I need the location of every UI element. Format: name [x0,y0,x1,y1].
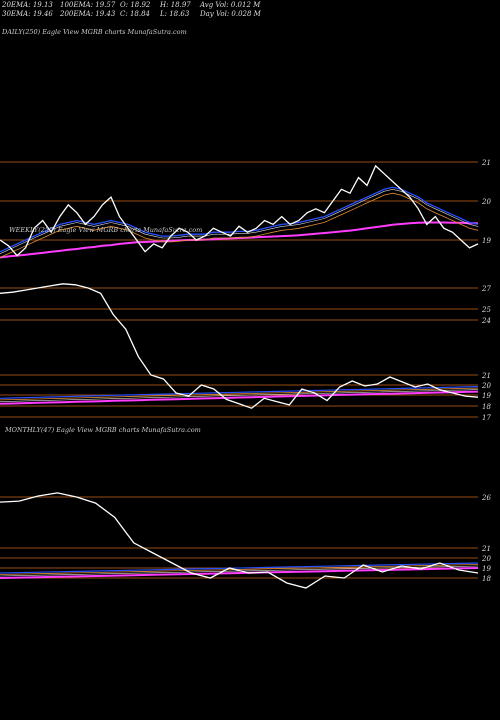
weekly-tick-label: 18 [482,403,491,411]
monthly-price-line [0,492,479,589]
weekly-tick-label: 21 [481,372,491,380]
header-low: L: 18.63 [160,10,190,18]
header-close: C: 18.84 [120,10,150,18]
header-avgvol: Avg Vol: 0.012 M [200,1,261,9]
header-high: H: 18.97 [160,1,191,9]
monthly-tick-label: 19 [482,565,491,573]
weekly-ema-white-line [0,389,479,402]
daily-tick-label: 21 [481,159,491,167]
header-ema20: 20EMA: 19.13 [2,1,53,9]
weekly-tick-label: 24 [481,317,491,325]
weekly-price-line [0,283,479,409]
daily-ema-fast-line [0,186,479,253]
weekly-tick-label: 19 [482,392,491,400]
daily-tick-label: 20 [481,198,491,206]
header-ema200: 200EMA: 19.43 [60,10,116,18]
daily-price-line [0,164,479,257]
monthly-ema-orange-line [0,564,479,575]
daily-ema-orange-line [0,192,479,258]
weekly-ema-slow-line [0,390,479,405]
monthly-panel-label: MONTHLY(47) Eagle View MGRB charts Munaf… [5,426,201,434]
monthly-tick-label: 18 [482,575,491,583]
monthly-ema-slow-line [0,567,479,579]
weekly-ema-fast-line [0,386,479,399]
monthly-tick-label: 21 [481,545,491,553]
weekly-tick-label: 27 [481,285,491,293]
header-ema30: 30EMA: 19.46 [2,10,53,18]
daily-tick-label: 19 [482,237,491,245]
weekly-tick-label: 17 [482,414,491,422]
daily-ema-slow-line [0,221,478,259]
daily-panel-label: DAILY(250) Eagle View MGRB charts Munafa… [2,28,187,36]
header-open: O: 18.92 [120,1,151,9]
weekly-tick-label: 25 [481,306,491,314]
weekly-panel-label: WEEKLY(250) Eagle View MGRB charts Munaf… [9,226,203,234]
header-dayvol: Day Vol: 0.028 M [200,10,261,18]
monthly-tick-label: 26 [481,494,491,502]
weekly-tick-label: 20 [481,382,491,390]
monthly-tick-label: 20 [481,555,491,563]
header-ema100: 100EMA: 19.57 [60,1,116,9]
weekly-ema-orange-line [0,387,479,401]
monthly-ema-fast-line [0,562,479,574]
daily-ema-white-line [0,188,479,254]
